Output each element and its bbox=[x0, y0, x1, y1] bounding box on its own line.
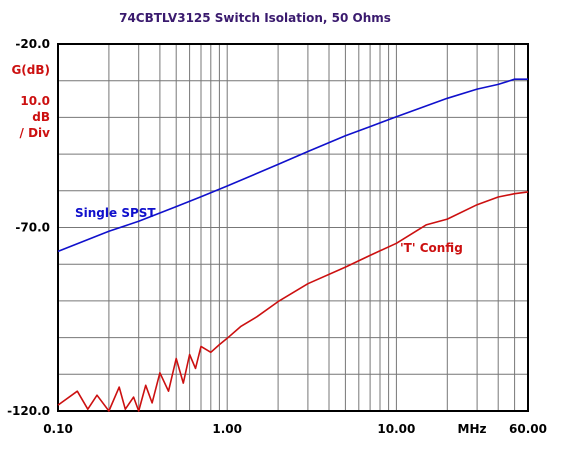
y-axis-label: G(dB) bbox=[11, 63, 50, 77]
y-tick-label: -20.0 bbox=[15, 37, 50, 51]
y-tick-label: -70.0 bbox=[15, 221, 50, 235]
x-tick-label: 0.10 bbox=[43, 422, 73, 436]
series-line-0 bbox=[57, 78, 528, 253]
annotation-t-config: 'T' Config bbox=[400, 241, 463, 255]
y-scale-unit: dB bbox=[32, 110, 50, 124]
y-tick-label: -120.0 bbox=[7, 404, 50, 418]
series-lines bbox=[57, 78, 529, 412]
x-axis-unit: MHz bbox=[458, 422, 487, 436]
annotation-single-spst: Single SPST bbox=[75, 206, 156, 220]
y-scale-per-div: / Div bbox=[20, 126, 51, 140]
y-tick-labels: -20.0 -70.0 -120.0 bbox=[7, 37, 50, 418]
x-tick-label: 60.00 bbox=[509, 422, 547, 436]
y-scale-value: 10.0 bbox=[20, 94, 50, 108]
x-tick-labels: 0.10 1.00 10.00 60.00 bbox=[43, 422, 547, 436]
plot-frame bbox=[57, 43, 529, 412]
x-tick-label: 1.00 bbox=[212, 422, 242, 436]
chart-title: 74CBTLV3125 Switch Isolation, 50 Ohms bbox=[119, 11, 391, 25]
grid-lines bbox=[58, 44, 528, 411]
series-line-1 bbox=[57, 191, 529, 412]
x-tick-label: 10.00 bbox=[377, 422, 415, 436]
